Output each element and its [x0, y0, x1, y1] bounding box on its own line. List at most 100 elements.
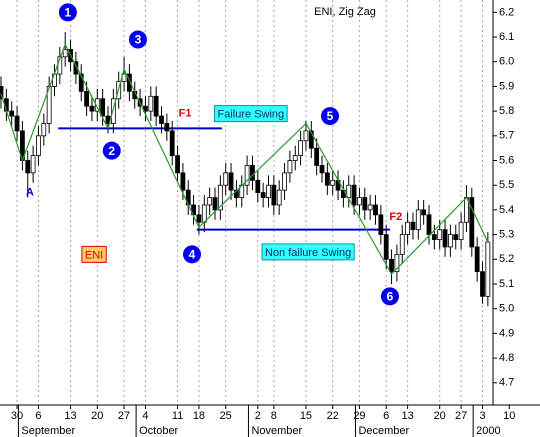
- candle-body: [437, 229, 443, 240]
- annotation-box: [214, 105, 288, 123]
- candle-body: [485, 241, 491, 297]
- chart-title: ENI, Zig Zag: [314, 6, 376, 18]
- candle-body: [303, 130, 309, 142]
- annotation-label: F2: [389, 211, 402, 223]
- month-label: December: [358, 425, 409, 437]
- candle-body: [255, 179, 261, 194]
- candle-body: [169, 130, 175, 156]
- candle-body: [228, 172, 234, 191]
- month-label: October: [139, 425, 178, 437]
- candle-body: [405, 221, 411, 236]
- candle-body: [287, 160, 293, 174]
- candle-body: [389, 258, 394, 273]
- candle-body: [36, 135, 41, 156]
- x-tick-label: 13: [64, 410, 76, 422]
- x-tick-label: 3: [479, 410, 485, 422]
- candle-body: [148, 95, 154, 112]
- candle-body: [480, 271, 485, 297]
- candle-body: [292, 155, 298, 161]
- candle-body: [308, 130, 314, 149]
- candle-body: [276, 189, 282, 206]
- x-tick-label: 20: [91, 410, 103, 422]
- marker-circle: [102, 141, 121, 160]
- candle-body: [9, 110, 15, 117]
- y-tick-label: 6.0: [499, 56, 514, 68]
- candle-body: [196, 214, 202, 223]
- candle-body: [175, 155, 180, 174]
- y-tick-label: 5.6: [499, 154, 514, 166]
- x-tick-label: 20: [434, 410, 446, 422]
- zigzag-segment: [391, 197, 467, 275]
- y-tick-label: 6.2: [499, 6, 514, 18]
- candle-body: [244, 165, 250, 186]
- month-label: 2000: [476, 425, 500, 437]
- zigzag-segment: [198, 123, 307, 228]
- zigzag-segment: [305, 123, 393, 275]
- candle-body: [217, 184, 223, 211]
- candle-body: [223, 172, 229, 186]
- candle-body: [100, 98, 106, 117]
- candle-body: [357, 197, 362, 206]
- zigzag-segment: [465, 197, 489, 243]
- x-tick-label: 6: [35, 410, 41, 422]
- candle-body: [14, 115, 20, 132]
- x-tick-label: 22: [327, 410, 339, 422]
- zigzag-segment: [123, 68, 200, 228]
- candle-body: [383, 234, 389, 260]
- candle-body: [469, 197, 475, 248]
- candle-body: [266, 184, 271, 198]
- annotation-label: F1: [179, 108, 192, 120]
- candle-body: [180, 172, 186, 191]
- candle-body: [212, 197, 218, 211]
- candle-body: [330, 179, 336, 186]
- marker-number: 1: [65, 6, 72, 20]
- candle-body: [415, 209, 421, 231]
- x-tick-label: 8: [271, 410, 277, 422]
- x-tick-label: 2: [255, 410, 261, 422]
- candle-body: [250, 165, 255, 181]
- y-tick-label: 4.8: [499, 352, 514, 364]
- zigzag-segment: [107, 68, 125, 129]
- candle-body: [260, 192, 266, 198]
- candle-body: [431, 234, 437, 240]
- y-tick-label: 5.7: [499, 130, 514, 142]
- candle-body: [94, 98, 100, 112]
- candle-body: [314, 147, 320, 166]
- marker-number: 5: [327, 109, 334, 123]
- zigzag-segment: [0, 93, 23, 161]
- candle-body: [394, 253, 400, 273]
- y-tick-label: 5.2: [499, 253, 514, 265]
- candle-body: [201, 204, 207, 223]
- candle-body: [78, 73, 84, 92]
- y-tick-label: 5.1: [499, 278, 514, 290]
- candle-body: [367, 204, 373, 211]
- candle-body: [351, 184, 357, 206]
- candle-body: [110, 98, 116, 124]
- marker-circle: [380, 287, 399, 306]
- candle-body: [73, 61, 79, 75]
- x-tick-label: 27: [118, 410, 130, 422]
- month-label: September: [21, 425, 75, 437]
- candle-body: [426, 214, 432, 236]
- marker-number: 2: [108, 144, 115, 158]
- candle-body: [362, 197, 368, 211]
- y-tick-label: 5.4: [499, 204, 514, 216]
- candle-body: [399, 234, 405, 255]
- annotation-label: A: [26, 187, 34, 199]
- x-tick-label: 6: [383, 410, 389, 422]
- candle-body: [442, 229, 448, 248]
- candle-body: [271, 184, 277, 206]
- y-tick-label: 4.9: [499, 327, 514, 339]
- candle-body: [453, 234, 459, 240]
- zigzag-segment: [64, 44, 109, 129]
- marker-circle: [182, 245, 201, 264]
- candle-body: [346, 184, 352, 198]
- marker-circle: [128, 30, 147, 49]
- month-label: November: [251, 425, 302, 437]
- x-tick-label: 15: [300, 410, 312, 422]
- candle-body: [30, 155, 36, 174]
- candle-body: [410, 221, 416, 231]
- candle-body: [127, 73, 132, 92]
